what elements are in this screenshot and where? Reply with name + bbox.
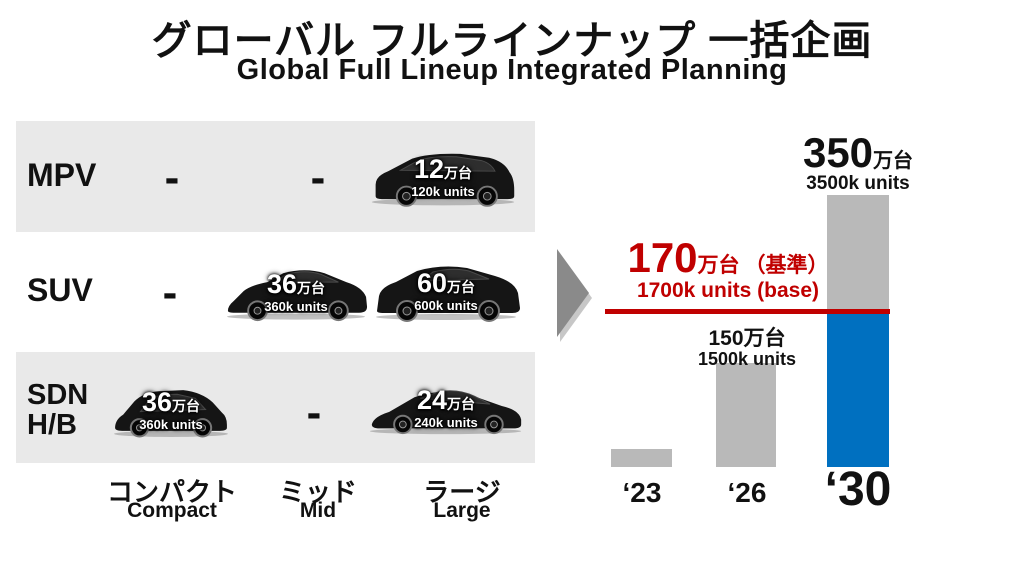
x-label-26: ‘26 [727,477,767,508]
bar-26-value-label: 150万台 1500k units [697,327,797,370]
suv-coupe-icon [226,270,368,322]
right-arrow-icon [557,249,592,342]
cell-suv-compact-dash: - [162,268,178,317]
column-label-compact-en: Compact [127,499,217,522]
reference-value-label: 170万台 （基準） 1700k units (base) [627,234,829,303]
bar-30-value-label: 350万台 3500k units [802,129,914,194]
row-label-suv: SUV [27,272,93,308]
cell-sdn-large-car: 24万台 240k units [366,377,526,437]
suv-large-icon [376,266,520,322]
cell-sdn-mid-dash: - [306,388,322,437]
car-volume-label: 60万台 600k units [414,267,478,313]
bar-30-above-base [827,195,889,311]
reference-line [605,309,890,314]
cell-suv-large-car: 60万台 600k units [371,258,521,322]
column-label-mid-jp: ミッド [278,477,358,507]
row-label-mpv: MPV [27,157,97,193]
minivan-icon [371,153,515,207]
car-volume-label: 12万台 120k units [411,153,475,199]
x-label-30: ‘30 [824,463,892,516]
sedan-icon [369,390,522,435]
car-volume-label: 24万台 240k units [414,384,478,430]
page-subtitle: Global Full Lineup Integrated Planning [236,54,788,86]
cell-sdn-compact-car: 36万台 360k units [110,381,232,438]
cell-mpv-mid-dash: - [310,153,326,202]
column-label-mid-en: Mid [299,499,337,522]
column-label-compact-jp: コンパクト [106,477,238,507]
x-label-23: ‘23 [622,477,662,508]
bar-23 [611,449,672,467]
car-volume-label: 36万台 360k units [139,387,203,433]
car-volume-label: 36万台 360k units [264,268,328,314]
row-label-sdn-hb: SDN H/B [27,379,89,442]
cell-suv-mid-car: 36万台 360k units [222,260,370,322]
bar-26 [716,363,776,467]
cell-mpv-large-car: 12万台 120k units [366,143,520,209]
bar-30-below-base [827,314,889,467]
cell-mpv-compact-dash: - [164,153,180,202]
column-label-large-en: Large [433,499,491,522]
hatchback-icon [114,390,228,438]
column-label-large-jp: ラージ [423,477,501,507]
page-title: グローバル フルラインナップ 一括企画 [151,19,873,63]
